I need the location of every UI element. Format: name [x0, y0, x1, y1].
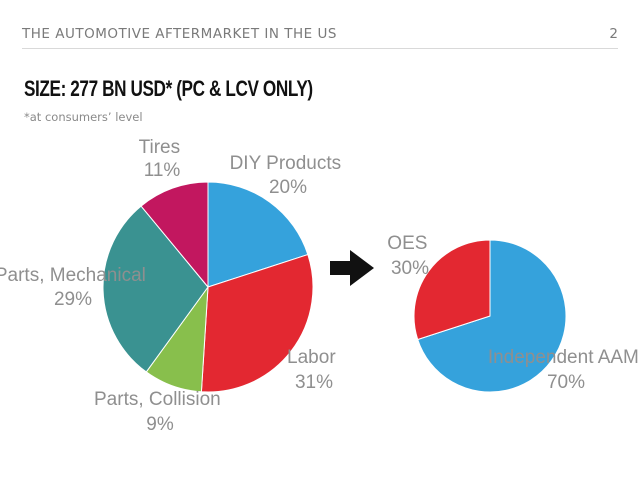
- pie1-slice-labor: [200, 253, 314, 393]
- pie-chart-parts-channel: [413, 239, 567, 393]
- pie2-slice-oes: [413, 239, 491, 341]
- right-arrow-icon: [330, 250, 374, 286]
- pie2-label-oes: OES 30%: [387, 233, 432, 279]
- header-divider: [22, 48, 618, 49]
- pie2-label-independent-aam: Independent AAM 70%: [488, 347, 638, 393]
- pie1-label-diy-products: DIY Products 20%: [230, 153, 347, 198]
- header-title: THE AUTOMOTIVE AFTERMARKET IN THE US: [22, 26, 337, 42]
- pie1-slice-parts-mechanical: [102, 205, 209, 373]
- pie1-slice-tires: [140, 181, 209, 289]
- slide-header: THE AUTOMOTIVE AFTERMARKET IN THE US 2: [22, 26, 618, 48]
- slide-subtitle: *at consumers’ level: [24, 110, 143, 124]
- pie-chart-aftermarket-size: [102, 181, 314, 393]
- slide-title: SIZE: 277 BN USD* (PC & LCV ONLY): [24, 76, 313, 101]
- pie1-label-parts-collision: Parts, Collision 9%: [94, 389, 226, 435]
- page-number: 2: [609, 26, 618, 42]
- pie2-slice-independent-aam: [417, 239, 567, 393]
- pie1-slice-diy-products: [207, 181, 309, 288]
- pie1-label-labor: Labor 31%: [287, 347, 341, 393]
- pie1-label-tires: Tires 11%: [139, 137, 186, 181]
- pie1-label-parts-mechanical: Parts, Mechanical 29%: [0, 265, 151, 310]
